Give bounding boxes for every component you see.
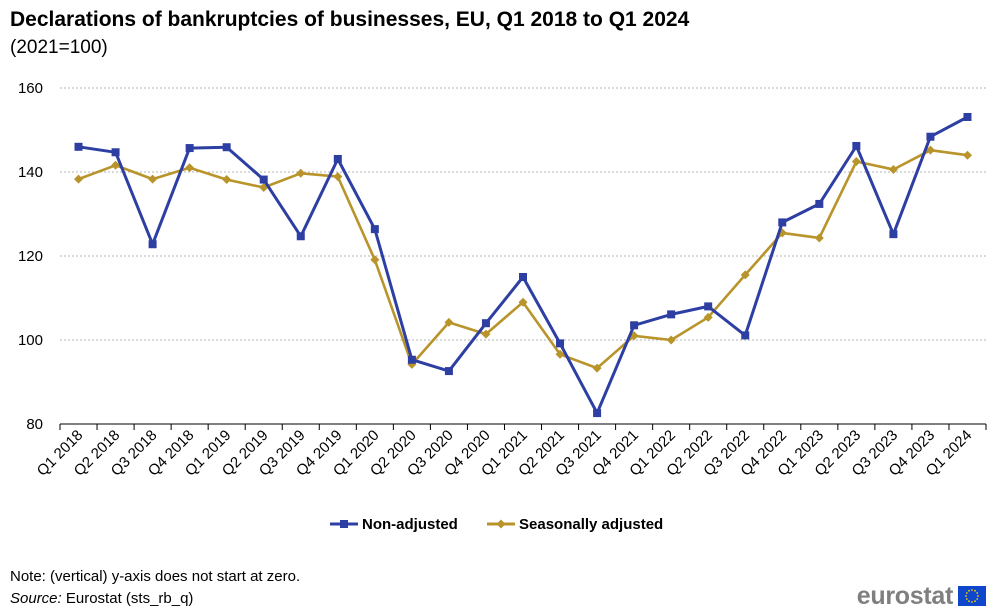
data-point — [740, 270, 750, 280]
data-point — [963, 112, 972, 121]
series-seasonally-adjusted — [74, 145, 972, 373]
legend-item-seasonally-adjusted: Seasonally adjusted — [487, 516, 663, 533]
flag-star — [977, 595, 979, 597]
data-point — [333, 172, 343, 182]
data-point — [888, 164, 898, 174]
series-line — [78, 115, 969, 415]
data-point — [852, 141, 861, 150]
data-point — [814, 233, 824, 243]
source-text: Eurostat (sts_rb_q) — [61, 590, 194, 607]
data-point — [518, 297, 528, 307]
y-axis-tick-labels: 80 100 120 140 160 — [18, 80, 43, 433]
flag-star — [976, 592, 979, 594]
data-point — [925, 145, 935, 155]
data-point — [555, 349, 565, 359]
chart-title: Declarations of bankruptcies of business… — [10, 8, 690, 31]
footnote: Note: (vertical) y-axis does not start a… — [10, 568, 301, 585]
data-point — [962, 150, 972, 160]
flag-star — [965, 592, 968, 594]
data-point — [222, 143, 231, 152]
data-point — [926, 132, 935, 141]
logo-wordmark: eurostat — [856, 582, 954, 610]
y-tick-label: 80 — [26, 416, 43, 433]
flag-star — [968, 600, 970, 603]
data-point — [148, 240, 157, 249]
data-point — [259, 175, 268, 184]
series-lines — [74, 112, 972, 418]
data-point — [74, 142, 83, 151]
flag-star — [974, 600, 976, 603]
flag-star — [976, 598, 979, 600]
chart-subtitle: (2021=100) — [10, 37, 108, 58]
flag-star — [971, 601, 973, 603]
legend-item-non-adjusted: Non-adjusted — [330, 516, 458, 533]
data-point — [815, 199, 824, 208]
data-point — [333, 154, 342, 163]
data-point — [481, 319, 490, 328]
y-tick-label: 120 — [18, 248, 43, 265]
flag-star — [965, 595, 967, 597]
data-point — [593, 409, 602, 418]
eurostat-logo: eurostat — [856, 582, 986, 610]
data-point — [370, 225, 379, 234]
flag-star — [971, 589, 973, 591]
source-label: Source: — [10, 590, 62, 607]
data-point — [556, 339, 565, 348]
data-point — [296, 168, 306, 178]
data-point — [185, 144, 194, 153]
data-point — [222, 175, 232, 185]
data-point — [666, 335, 676, 345]
data-point — [370, 255, 380, 265]
eu-flag-icon — [958, 586, 986, 606]
flag-star — [965, 598, 968, 600]
data-point — [296, 232, 305, 241]
y-tick-label: 160 — [18, 80, 43, 97]
data-point — [778, 218, 787, 227]
y-tick-label: 100 — [18, 332, 43, 349]
data-point — [111, 160, 121, 170]
source-line: Source: Eurostat (sts_rb_q) — [10, 590, 193, 607]
data-point — [703, 312, 713, 322]
data-point — [519, 273, 527, 281]
data-point — [851, 157, 861, 166]
data-point — [630, 321, 639, 330]
flag-star — [968, 589, 970, 592]
legend: Non-adjusted Seasonally adjusted — [330, 516, 663, 533]
data-point — [704, 302, 713, 311]
data-point — [481, 329, 491, 339]
data-point — [444, 317, 454, 327]
data-point — [741, 331, 750, 340]
legend-swatch-marker — [340, 520, 348, 528]
data-point — [407, 355, 416, 364]
data-point — [444, 367, 453, 376]
data-point — [74, 174, 84, 184]
data-point — [667, 310, 676, 319]
data-point — [889, 230, 898, 239]
legend-swatch-marker — [496, 519, 506, 529]
data-point — [148, 174, 158, 184]
legend-label: Non-adjusted — [362, 516, 458, 533]
flag-star — [974, 589, 976, 592]
data-point — [592, 363, 602, 373]
data-point — [185, 163, 195, 173]
data-point — [111, 148, 120, 157]
y-tick-label: 140 — [18, 164, 43, 181]
legend-label: Seasonally adjusted — [519, 516, 663, 533]
gridlines — [60, 87, 986, 425]
series-non-adjusted — [74, 112, 972, 418]
